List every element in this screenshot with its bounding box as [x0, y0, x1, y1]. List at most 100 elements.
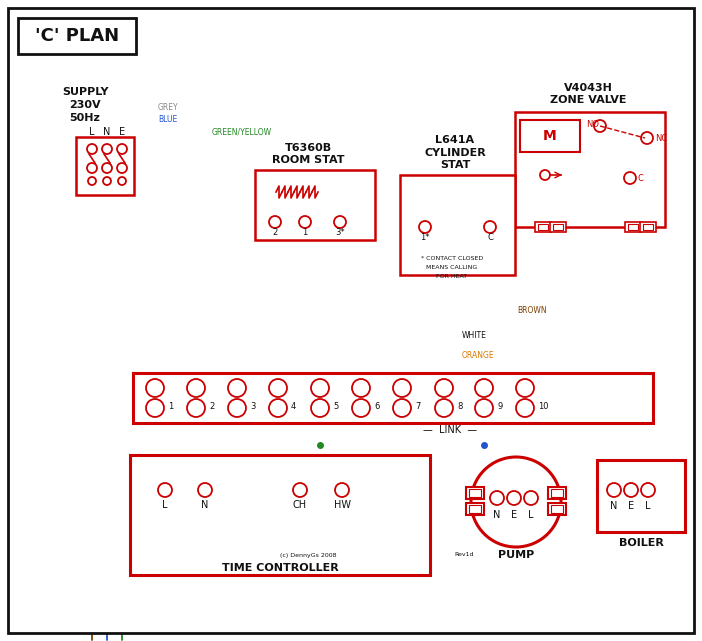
Circle shape [228, 399, 246, 417]
Text: CYLINDER: CYLINDER [424, 148, 486, 158]
Circle shape [117, 144, 127, 154]
Text: GREY: GREY [158, 103, 178, 112]
Text: M: M [543, 129, 557, 143]
Bar [548, 503, 566, 515]
Text: HW: HW [333, 500, 350, 510]
Bar [130, 455, 430, 575]
Circle shape [475, 379, 493, 397]
Bar [643, 224, 653, 230]
Text: 6: 6 [374, 401, 379, 410]
Circle shape [311, 379, 329, 397]
Bar [628, 224, 638, 230]
Circle shape [87, 163, 97, 173]
Bar [625, 222, 641, 232]
Bar [255, 170, 375, 240]
Circle shape [187, 379, 205, 397]
Text: 3: 3 [250, 401, 256, 410]
Bar [400, 175, 515, 275]
Text: 1*: 1* [420, 233, 430, 242]
Text: 7: 7 [415, 401, 420, 410]
Text: BROWN: BROWN [517, 306, 547, 315]
Circle shape [102, 163, 112, 173]
Text: V4043H: V4043H [564, 83, 612, 93]
Bar [466, 503, 484, 515]
Bar [548, 487, 566, 499]
Bar [469, 505, 481, 513]
Text: L: L [89, 127, 95, 137]
Text: 'C' PLAN: 'C' PLAN [35, 27, 119, 45]
Bar [550, 222, 566, 232]
Bar [18, 18, 136, 54]
Circle shape [641, 132, 653, 144]
Text: GREEN/YELLOW: GREEN/YELLOW [212, 128, 272, 137]
Circle shape [87, 144, 97, 154]
Circle shape [624, 172, 636, 184]
Circle shape [624, 483, 638, 497]
Circle shape [540, 170, 550, 180]
Text: 9: 9 [497, 401, 502, 410]
Circle shape [146, 399, 164, 417]
Circle shape [507, 491, 521, 505]
Circle shape [484, 221, 496, 233]
Circle shape [158, 483, 172, 497]
Text: E: E [119, 127, 125, 137]
Text: BOILER: BOILER [618, 538, 663, 548]
Bar [553, 224, 563, 230]
Text: T6360B: T6360B [284, 143, 331, 153]
Text: 1: 1 [168, 401, 173, 410]
Circle shape [269, 216, 281, 228]
Text: ROOM STAT: ROOM STAT [272, 155, 344, 165]
Circle shape [146, 379, 164, 397]
Circle shape [435, 379, 453, 397]
Text: L: L [162, 500, 168, 510]
Circle shape [187, 399, 205, 417]
Bar [76, 137, 134, 195]
Circle shape [88, 177, 96, 185]
Circle shape [607, 483, 621, 497]
Text: C: C [487, 233, 493, 242]
Circle shape [352, 399, 370, 417]
Text: 2: 2 [209, 401, 214, 410]
Circle shape [293, 483, 307, 497]
Circle shape [352, 379, 370, 397]
Circle shape [102, 144, 112, 154]
Text: E: E [511, 510, 517, 520]
Circle shape [334, 216, 346, 228]
Circle shape [228, 379, 246, 397]
Bar [466, 487, 484, 499]
Circle shape [435, 399, 453, 417]
Text: (c) DennyGs 2008: (c) DennyGs 2008 [280, 553, 336, 558]
Circle shape [419, 221, 431, 233]
Text: L: L [528, 510, 534, 520]
Circle shape [524, 491, 538, 505]
Bar [520, 120, 580, 152]
Circle shape [490, 491, 504, 505]
Circle shape [299, 216, 311, 228]
Circle shape [475, 399, 493, 417]
Bar [535, 222, 551, 232]
Circle shape [117, 163, 127, 173]
Text: N: N [610, 501, 618, 511]
Text: 3*: 3* [335, 228, 345, 237]
Text: 2: 2 [272, 228, 277, 237]
Text: C: C [637, 174, 643, 183]
Text: 5: 5 [333, 401, 338, 410]
Text: N: N [201, 500, 208, 510]
Text: Rev1d: Rev1d [454, 553, 474, 558]
Text: STAT: STAT [440, 160, 470, 170]
Text: BLUE: BLUE [158, 115, 177, 124]
Circle shape [269, 399, 287, 417]
Circle shape [471, 457, 561, 547]
Text: PUMP: PUMP [498, 550, 534, 560]
Circle shape [594, 120, 606, 132]
Bar [551, 505, 563, 513]
Circle shape [393, 399, 411, 417]
Text: ZONE VALVE: ZONE VALVE [550, 95, 626, 105]
Text: 230V: 230V [69, 100, 101, 110]
Text: 10: 10 [538, 401, 548, 410]
Bar [515, 112, 665, 227]
Bar [469, 489, 481, 497]
Bar [551, 489, 563, 497]
Text: 8: 8 [457, 401, 463, 410]
Text: SUPPLY: SUPPLY [62, 87, 108, 97]
